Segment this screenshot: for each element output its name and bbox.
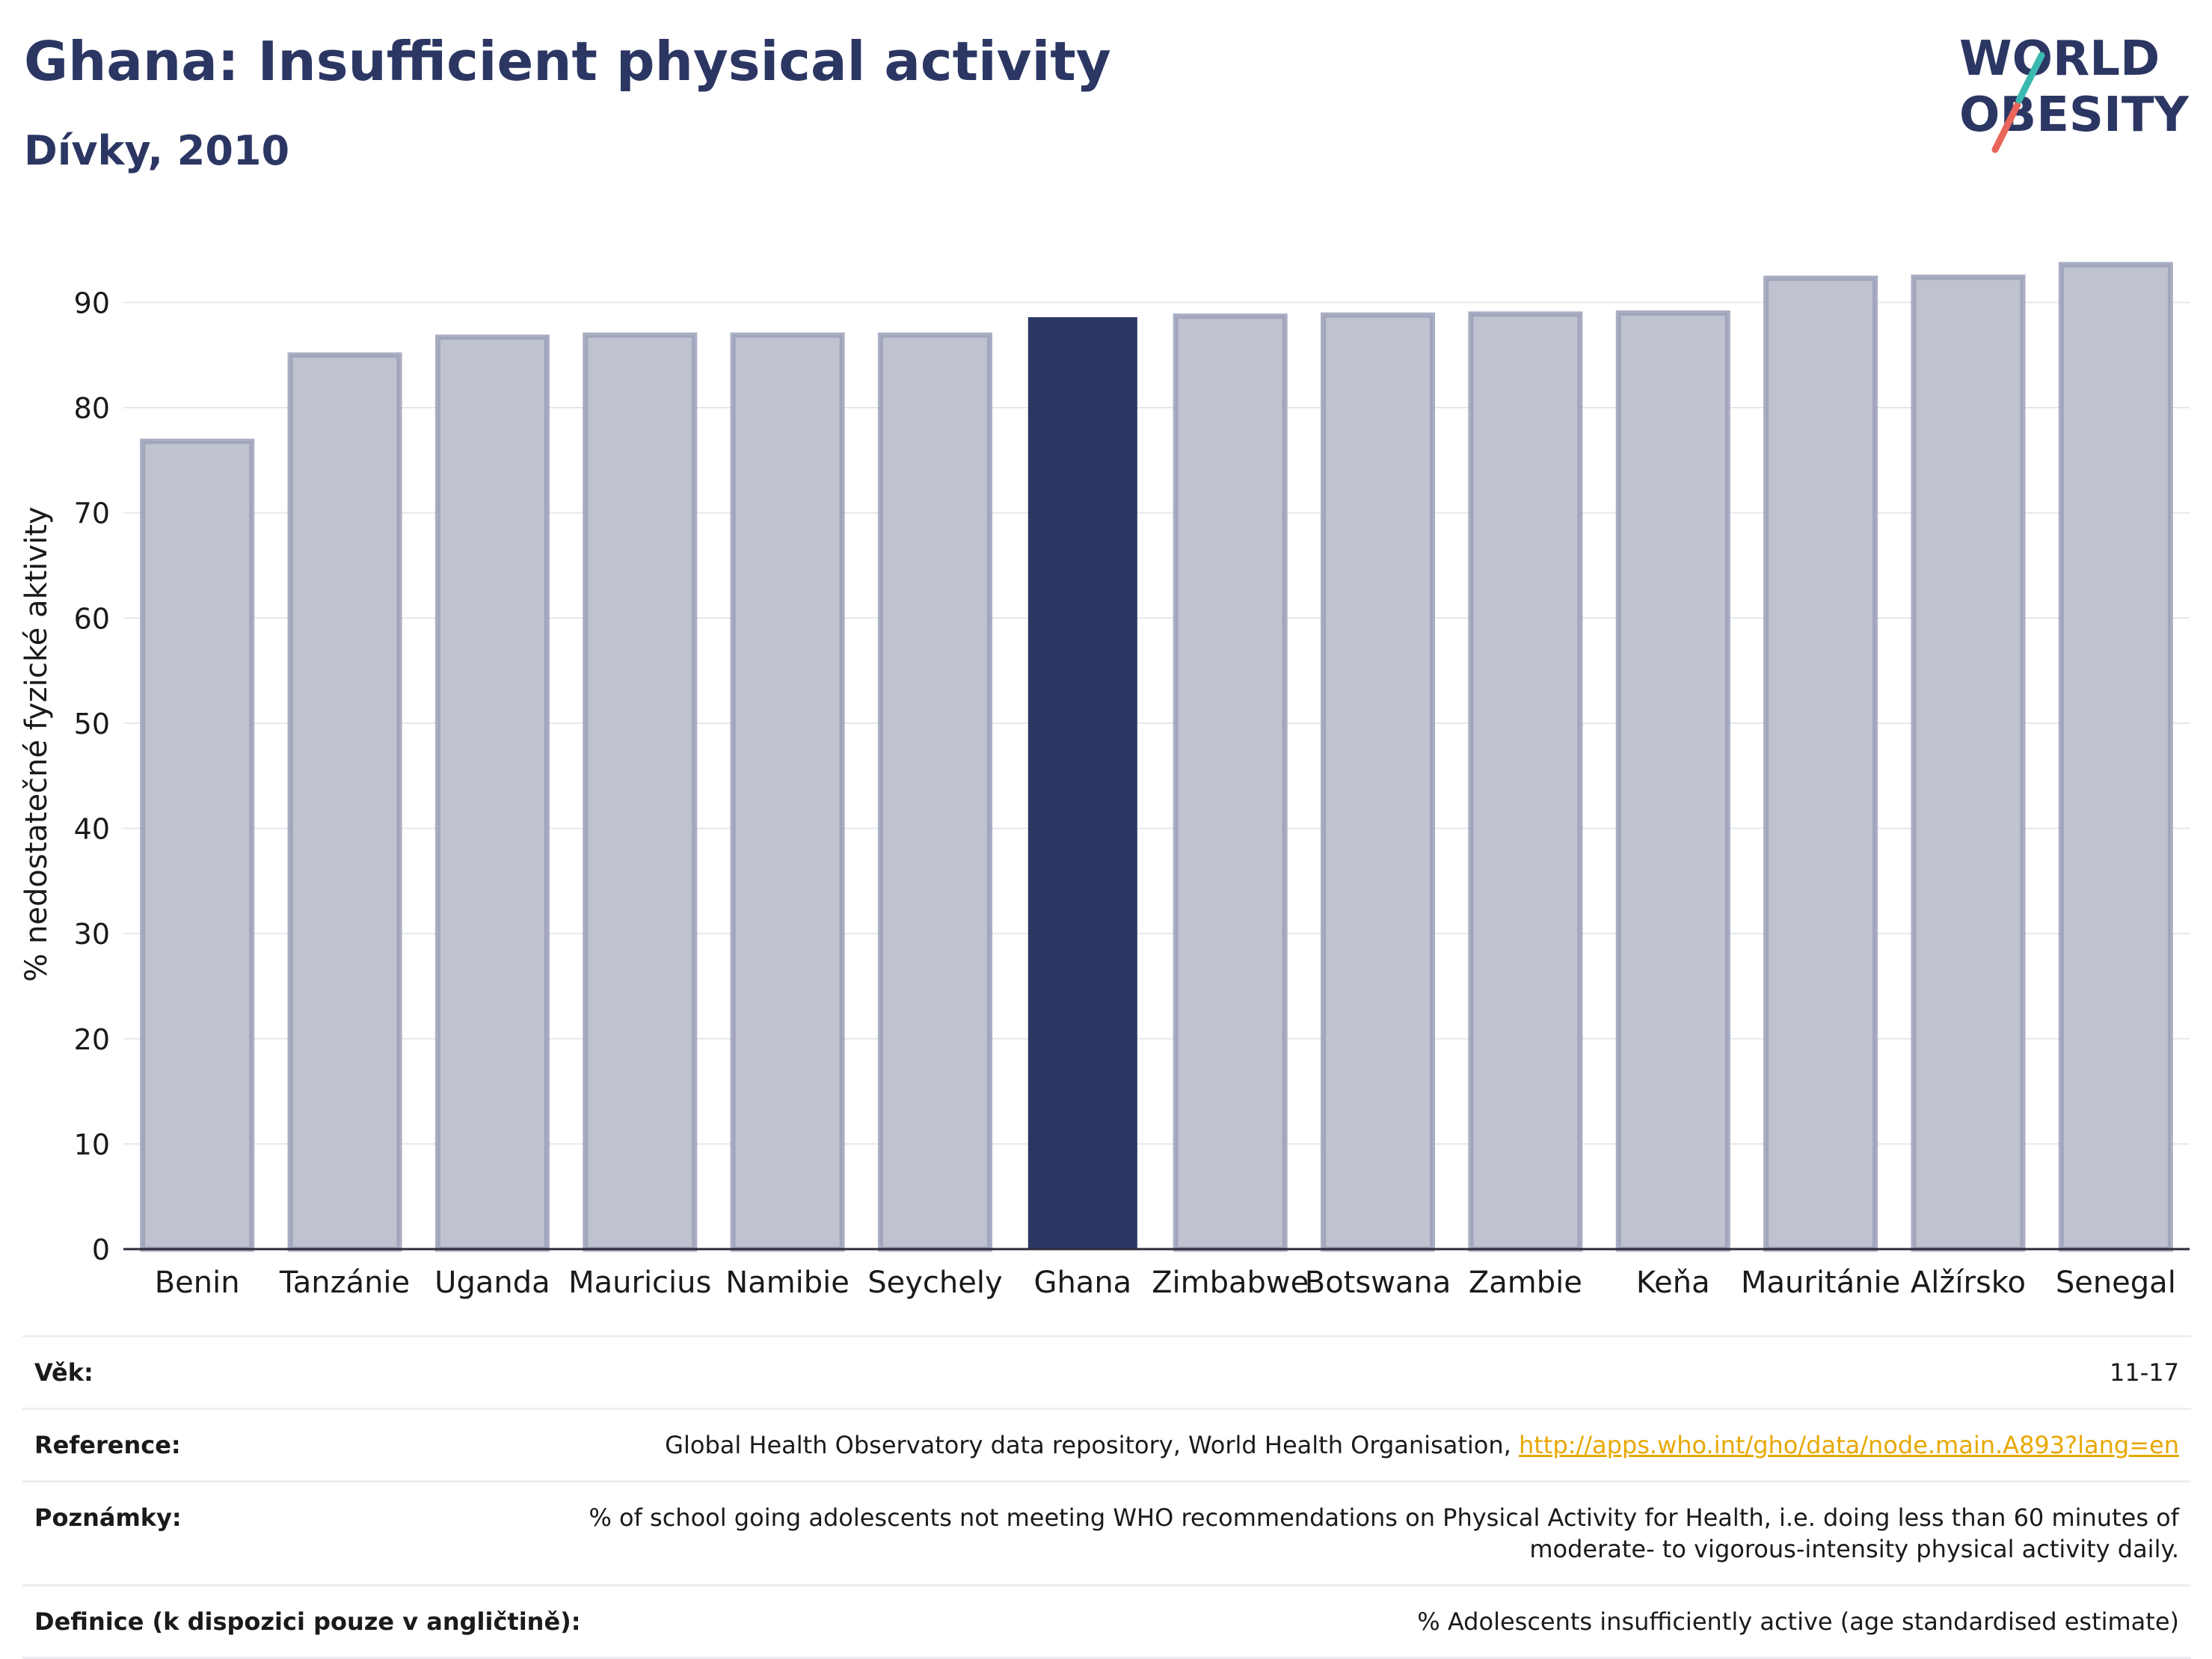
info-label: Reference:: [34, 1431, 181, 1459]
logo-line1: WORLD: [1959, 31, 2160, 87]
y-tick-label: 80: [74, 392, 110, 425]
x-tick-label: Namibie: [725, 1266, 850, 1300]
info-row-reference: Reference: Global Health Observatory dat…: [22, 1408, 2191, 1480]
info-value: Global Health Observatory data repositor…: [665, 1429, 2179, 1461]
y-tick-label: 30: [74, 918, 110, 951]
x-tick-label: Ghana: [1033, 1266, 1131, 1300]
bar-uganda[interactable]: [434, 334, 550, 1252]
bar-chart: 0 10 20 30 40 50 60 70 80 90 Benin Tanzánie Uganda Ma…: [19, 262, 2190, 1300]
y-tick-label: 50: [74, 708, 110, 740]
bar-zambie[interactable]: [1468, 311, 1583, 1252]
info-row-notes: Poznámky: % of school going adolescents …: [22, 1480, 2191, 1584]
x-tick-label: Zimbabwe: [1152, 1266, 1309, 1300]
bar-benin[interactable]: [140, 438, 255, 1252]
bar-mauricius[interactable]: [583, 332, 698, 1252]
bar-senegal[interactable]: [2058, 262, 2173, 1252]
x-tick-label: Tanzánie: [279, 1266, 410, 1300]
info-value: % Adolescents insufficiently active (age…: [1417, 1607, 2179, 1636]
bar-alžírsko[interactable]: [1911, 275, 2026, 1252]
bar-seychely[interactable]: [877, 332, 992, 1252]
axes: 0 10 20 30 40 50 60 70 80 90 Benin Tanzánie Uganda Ma…: [74, 286, 2190, 1300]
x-tick-label: Zambie: [1469, 1266, 1582, 1300]
x-tick-label: Mauritánie: [1741, 1266, 1900, 1300]
info-label: Definice (k dispozici pouze v angličtině…: [34, 1607, 581, 1636]
y-tick-label: 0: [92, 1233, 110, 1266]
info-row-age: Věk: 11-17: [22, 1335, 2191, 1408]
info-row-definition: Definice (k dispozici pouze v angličtině…: [22, 1584, 2191, 1659]
x-tick-label: Benin: [155, 1266, 240, 1300]
y-tick-label: 20: [74, 1023, 110, 1056]
info-label: Poznámky:: [34, 1503, 182, 1532]
x-tick-label: Senegal: [2056, 1266, 2176, 1300]
info-label: Věk:: [34, 1358, 93, 1387]
info-value: 11-17: [2110, 1358, 2179, 1387]
bar-botswana[interactable]: [1321, 312, 1436, 1252]
x-tick-label: Uganda: [434, 1266, 550, 1300]
y-tick-label: 70: [74, 497, 110, 530]
bar-mauritánie[interactable]: [1763, 275, 1878, 1252]
bar-keňa[interactable]: [1615, 310, 1730, 1252]
page-title: Ghana: Insufficient physical activity: [24, 30, 1111, 93]
bar-tanzánie[interactable]: [287, 352, 402, 1252]
logo-slash-red: [1991, 101, 2021, 153]
info-table: Věk: 11-17 Reference: Global Health Obse…: [22, 1335, 2191, 1659]
bars: [140, 262, 2173, 1252]
reference-text: Global Health Observatory data repositor…: [665, 1431, 1519, 1459]
world-obesity-logo: WORLD OBESITY: [1959, 31, 2189, 153]
y-tick-label: 60: [74, 602, 110, 635]
grid-lines: [123, 301, 2190, 1145]
page-subtitle: Dívky, 2010: [24, 127, 290, 174]
x-tick-label: Seychely: [867, 1266, 1002, 1300]
y-tick-label: 90: [74, 286, 110, 319]
y-tick-label: 10: [74, 1128, 110, 1161]
logo-slash-teal: [2015, 52, 2045, 104]
x-tick-label: Mauricius: [568, 1266, 711, 1300]
x-tick-label: Alžírsko: [1911, 1266, 2026, 1300]
bar-ghana[interactable]: [1027, 317, 1137, 1249]
logo-line2: OBESITY: [1959, 88, 2189, 143]
bar-namibie[interactable]: [730, 332, 845, 1252]
info-value: % of school going adolescents not meetin…: [589, 1503, 2179, 1563]
x-tick-label: Keňa: [1636, 1266, 1710, 1300]
bar-zimbabwe[interactable]: [1173, 313, 1288, 1252]
y-tick-label: 40: [74, 813, 110, 846]
y-axis-label: % nedostatečné fyzické aktivity: [19, 506, 54, 981]
x-tick-label: Botswana: [1305, 1266, 1451, 1300]
reference-link[interactable]: http://apps.who.int/gho/data/node.main.A…: [1518, 1431, 2179, 1459]
